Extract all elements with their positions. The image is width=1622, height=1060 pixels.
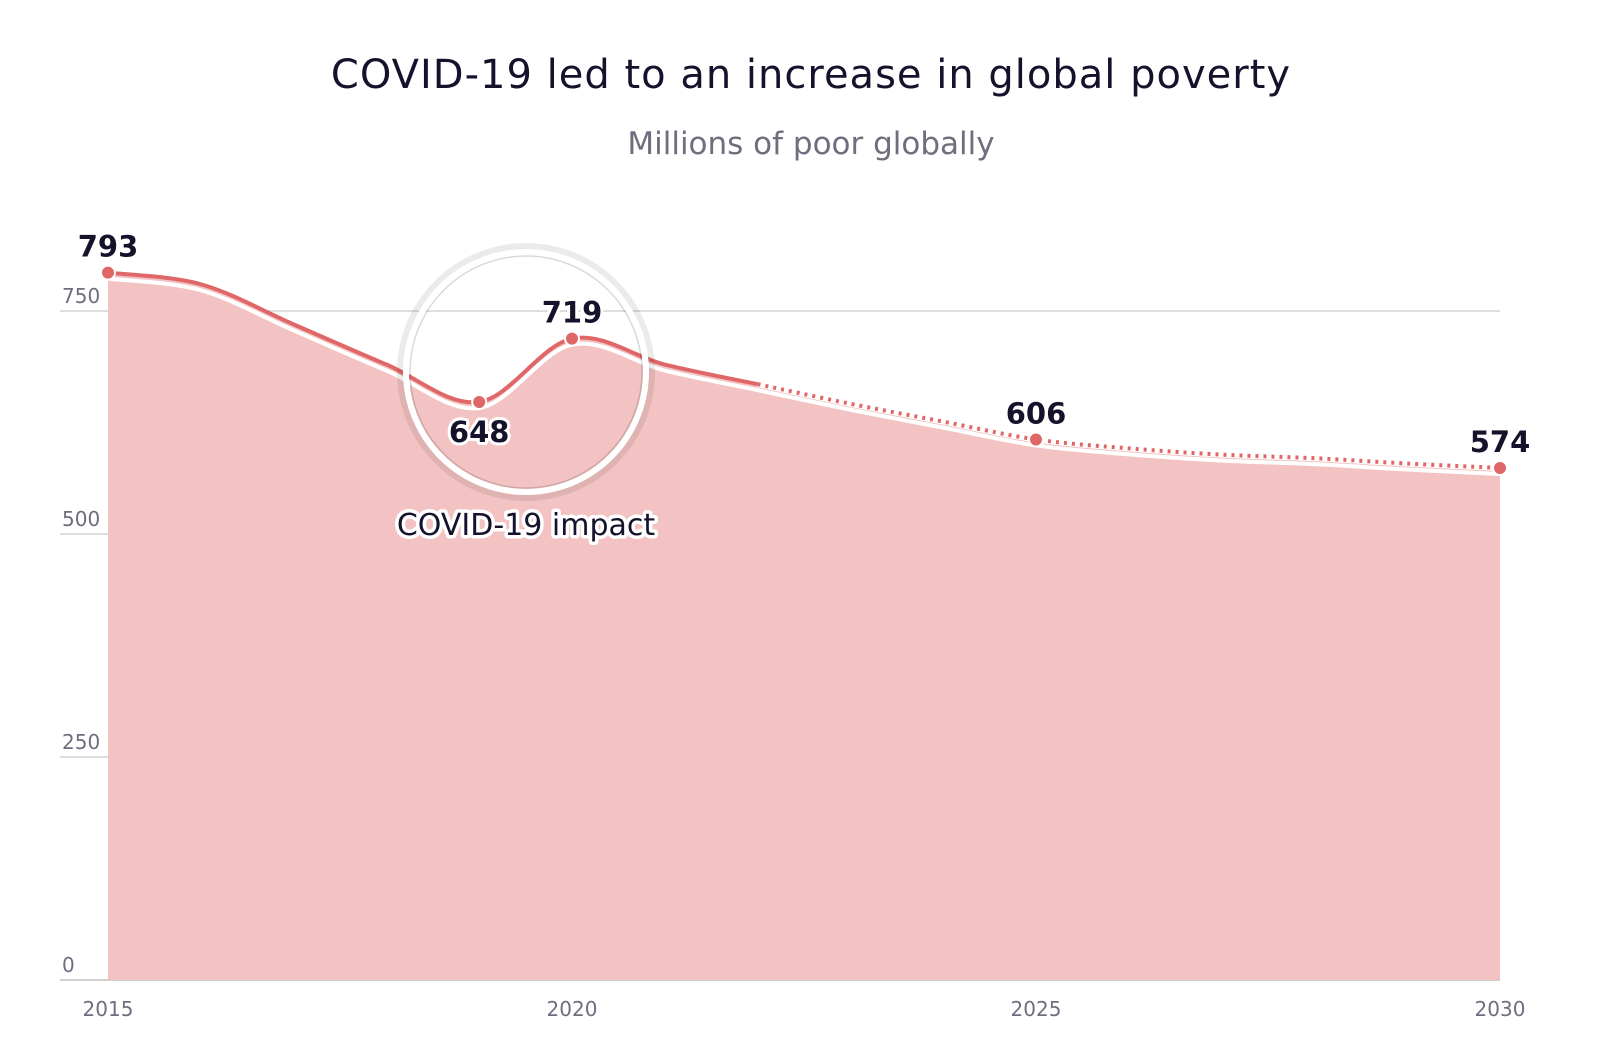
x-tick-label: 2020 [547,997,598,1021]
y-tick-label: 250 [62,730,100,754]
axis-labels: 0 250 500 750 2015 2020 2025 2030 [62,284,1525,1021]
y-tick-label: 750 [62,284,100,308]
magnifier-ring [403,249,649,495]
y-tick-label: 500 [62,507,100,531]
data-label-2019: 648 [449,415,510,449]
area-fill [108,272,1500,980]
chart-subtitle: Millions of poor globally [627,126,995,162]
data-points [100,264,1508,476]
area-layer [107,272,1501,980]
data-point-2030 [1492,459,1508,476]
area-edge [107,276,1501,476]
data-labels: 793 648 719 606 574 [75,227,1534,462]
x-tick-label: 2025 [1011,997,1062,1021]
x-tick-label: 2030 [1475,997,1526,1021]
data-label-2015: 793 [78,230,139,264]
covid-magnifier-circle [397,243,655,501]
x-tick-label: 2015 [83,997,134,1021]
y-tick-label: 0 [62,953,75,977]
magnifier-inner [409,255,643,489]
data-point-2025 [1028,431,1044,448]
data-point-2015 [100,264,116,281]
covid-impact-annotation: COVID-19 impact [397,508,656,543]
data-label-2020: 719 [542,296,603,330]
chart-title: COVID-19 led to an increase in global po… [330,52,1292,98]
data-point-2020 [564,330,580,347]
series-line-projection [757,382,1501,470]
data-label-2030: 574 [1470,425,1531,459]
data-label-2025: 606 [1006,396,1067,430]
data-point-2019 [471,393,488,410]
magnifier-shadow [397,243,655,501]
